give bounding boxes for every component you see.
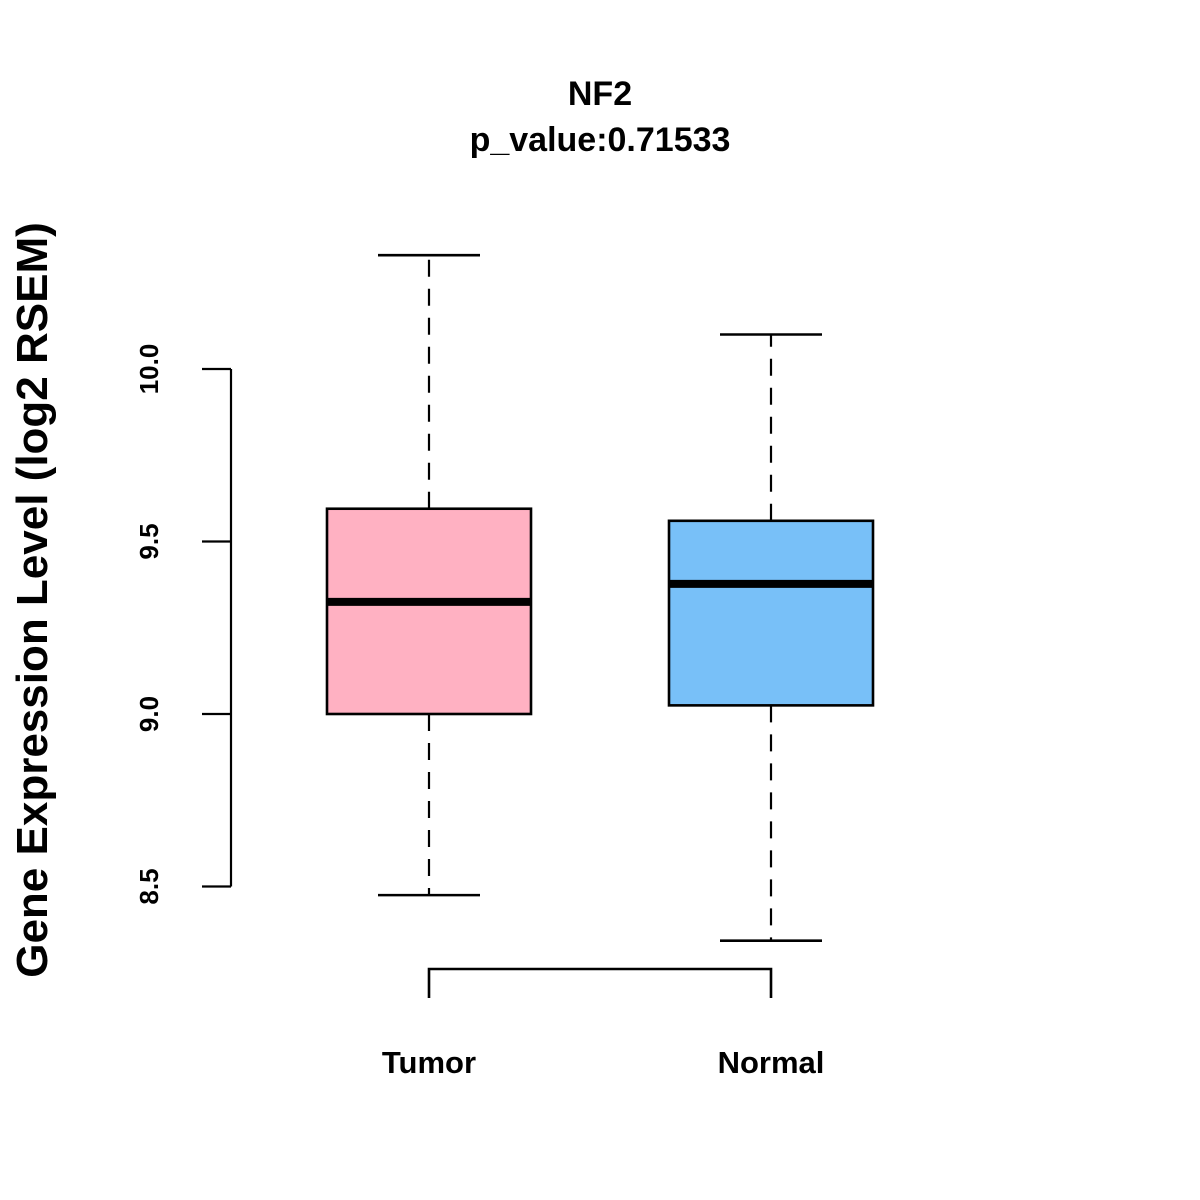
y-tick-label: 9.0 xyxy=(134,696,164,732)
y-axis: 8.5 9.0 9.5 10.0 xyxy=(134,344,233,905)
y-axis-label: Gene Expression Level (log2 RSEM) xyxy=(8,222,57,978)
boxes-layer xyxy=(325,253,875,942)
category-label-tumor: Tumor xyxy=(382,1045,476,1080)
box-tumor xyxy=(325,253,533,897)
iqr-box xyxy=(667,519,875,707)
category-label-normal: Normal xyxy=(718,1045,825,1080)
category-labels: Tumor Normal xyxy=(382,1045,824,1080)
comparison-bracket xyxy=(427,967,773,998)
y-tick-label: 9.5 xyxy=(134,523,164,559)
bracket-line xyxy=(427,967,773,998)
y-tick-label: 8.5 xyxy=(134,868,164,904)
chart-title: NF2 xyxy=(568,75,632,113)
chart-subtitle: p_value:0.71533 xyxy=(470,121,731,159)
iqr-box xyxy=(325,507,533,716)
y-tick-label: 10.0 xyxy=(134,344,164,395)
box-normal xyxy=(667,333,875,942)
